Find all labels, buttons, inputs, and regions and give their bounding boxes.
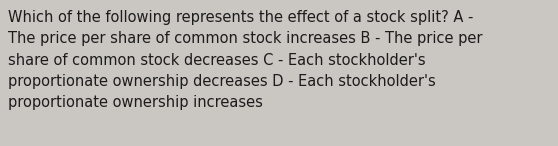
Text: Which of the following represents the effect of a stock split? A -
The price per: Which of the following represents the ef… <box>8 10 483 110</box>
